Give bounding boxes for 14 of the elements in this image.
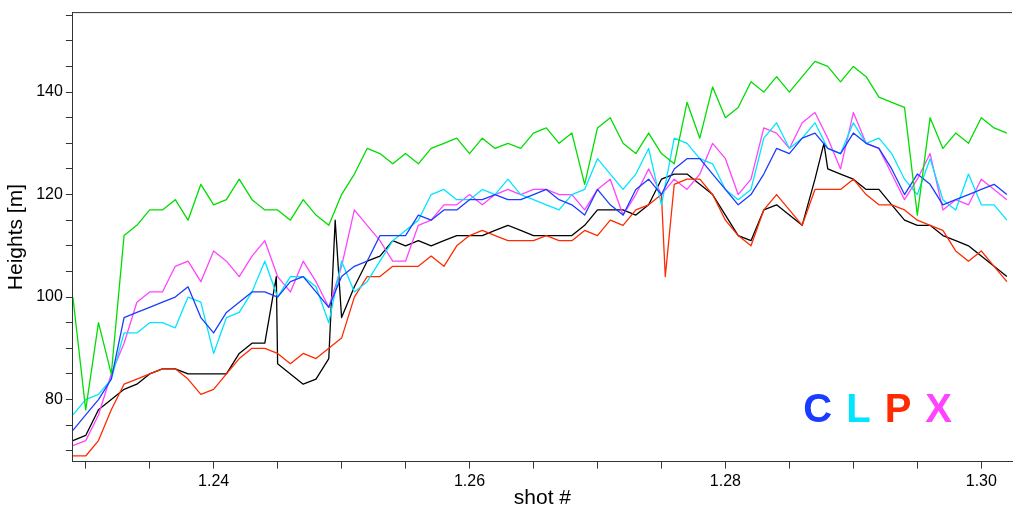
y-tick-label: 100 (36, 287, 63, 305)
text: X (925, 385, 953, 430)
y-tick-label: 140 (36, 82, 63, 100)
x-tick-label: 1.24 (198, 471, 230, 489)
x-tick-label: 1.26 (453, 471, 486, 489)
x-tick-label: 1.28 (709, 471, 742, 489)
x-tick-label: 1.30 (965, 471, 997, 489)
text: C (803, 385, 833, 430)
text: P (884, 385, 912, 430)
y-tick-label: 80 (45, 389, 63, 407)
y-axis-title: Heights [m] (3, 184, 27, 291)
text: L (846, 385, 871, 430)
x-axis-title: shot # (513, 485, 572, 509)
y-tick-label: 120 (36, 184, 63, 202)
